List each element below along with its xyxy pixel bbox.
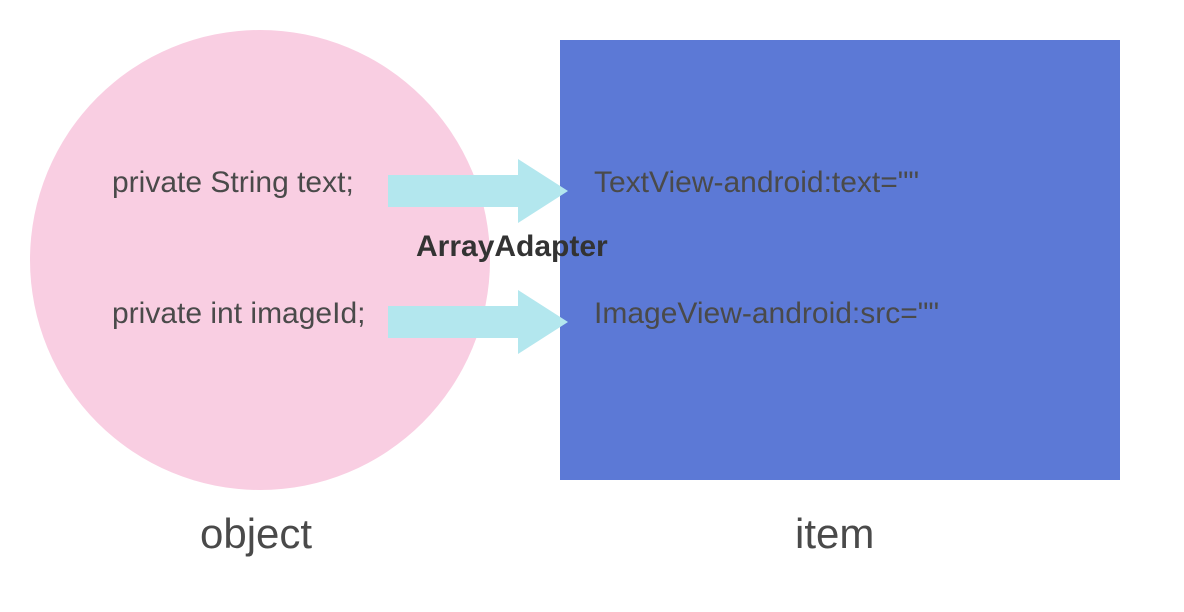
arrow-2-shaft [388, 306, 518, 338]
arrow-1-head [518, 159, 568, 223]
arrow-2-head [518, 290, 568, 354]
object-label: object [200, 510, 312, 558]
object-field-2: private int imageId; [112, 297, 365, 331]
item-field-2: ImageView-android:src="" [594, 297, 939, 331]
object-field-1: private String text; [112, 166, 354, 200]
arrow-1-shaft [388, 175, 518, 207]
item-label: item [795, 510, 874, 558]
item-field-1: TextView-android:text="" [594, 166, 919, 200]
item-rect [560, 40, 1120, 480]
arrayadapter-label: ArrayAdapter [416, 230, 608, 264]
